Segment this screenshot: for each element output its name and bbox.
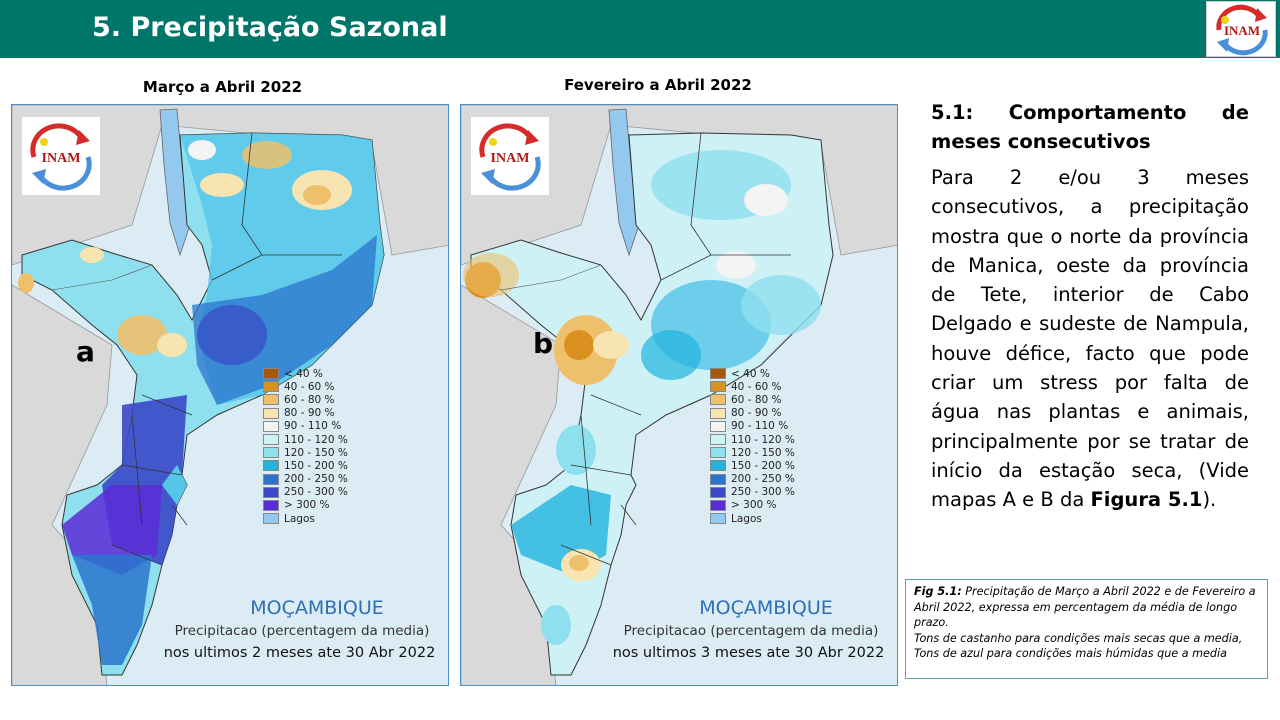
svg-text:INAM: INAM [1224, 23, 1260, 38]
legend-item: 150 - 200 % [710, 459, 795, 472]
legend-item: Lagos [710, 512, 795, 525]
legend-item: 110 - 120 % [710, 433, 795, 446]
legend-item: < 40 % [710, 367, 795, 380]
map-b-inam-logo: INAM [471, 117, 549, 195]
legend-item: 150 - 200 % [263, 459, 348, 472]
legend-item: 120 - 150 % [710, 446, 795, 459]
slide-title: 5. Precipitação Sazonal [92, 12, 448, 43]
figure-caption-text: Precipitação de Março a Abril 2022 e de … [914, 585, 1256, 629]
legend-item: 200 - 250 % [710, 473, 795, 486]
header-bar: 5. Precipitação Sazonal INAM [0, 0, 1280, 58]
mozambique-map-b [461, 105, 897, 685]
map-panel-a: INAM a < 40 % 40 - 60 % 60 - 80 % 80 - 9… [11, 104, 449, 686]
figure-reference: Figura 5.1 [1090, 488, 1203, 512]
legend-item: 80 - 90 % [263, 407, 348, 420]
mozambique-map-a [12, 105, 448, 685]
figure-caption-label: Fig 5.1: [914, 585, 962, 598]
map-a-caption-line2: nos ultimos 2 meses ate 30 Abr 2022 [163, 645, 436, 661]
map-a-inam-logo: INAM [22, 117, 100, 195]
section-body-end: ). [1202, 488, 1217, 512]
legend-item: 90 - 110 % [263, 420, 348, 433]
map-b-caption-line1: Precipitacao (percentagem da media) [623, 623, 879, 639]
legend-item: > 300 % [710, 499, 795, 512]
map-a-letter: a [76, 335, 95, 368]
legend-item: 250 - 300 % [263, 486, 348, 499]
legend-item: 120 - 150 % [263, 446, 348, 459]
map-a-country-label: MOÇAMBIQUE [250, 597, 384, 619]
map-a-legend: < 40 % 40 - 60 % 60 - 80 % 80 - 90 % 90 … [263, 367, 348, 525]
inam-logo: INAM [1206, 1, 1276, 57]
figure-caption-line2: Tons de castanho para condições mais sec… [914, 631, 1243, 645]
figure-caption-box: Fig 5.1: Precipitação de Março a Abril 2… [905, 579, 1268, 679]
map-b-caption-line2: nos ultimos 3 meses ate 30 Abr 2022 [612, 645, 885, 661]
map-a-caption-line1: Precipitacao (percentagem da media) [174, 623, 430, 639]
section-body: Para 2 e/ou 3 meses consecutivos, a prec… [931, 163, 1249, 515]
section-title: 5.1: Comportamento de meses consecutivos [931, 101, 1249, 153]
section-body-text: Para 2 e/ou 3 meses consecutivos, a prec… [931, 166, 1249, 512]
legend-item: 200 - 250 % [263, 473, 348, 486]
map-panel-b: INAM b < 40 % 40 - 60 % 60 - 80 % 80 - 9… [460, 104, 898, 686]
map-a-title: Março a Abril 2022 [142, 78, 303, 96]
legend-item: > 300 % [263, 499, 348, 512]
legend-item: 60 - 80 % [263, 393, 348, 406]
legend-item: < 40 % [263, 367, 348, 380]
figure-caption-line3: Tons de azul para condições mais húmidas… [914, 647, 1227, 660]
legend-item: 90 - 110 % [710, 420, 795, 433]
svg-text:INAM: INAM [491, 151, 530, 166]
map-b-country-label: MOÇAMBIQUE [699, 597, 833, 619]
map-b-letter: b [533, 327, 554, 360]
legend-item: 110 - 120 % [263, 433, 348, 446]
legend-item: 80 - 90 % [710, 407, 795, 420]
legend-item: 60 - 80 % [710, 393, 795, 406]
map-b-title: Fevereiro a Abril 2022 [564, 76, 752, 94]
map-b-legend: < 40 % 40 - 60 % 60 - 80 % 80 - 90 % 90 … [710, 367, 795, 525]
svg-text:INAM: INAM [42, 151, 81, 166]
legend-item: 250 - 300 % [710, 486, 795, 499]
legend-item: 40 - 60 % [710, 380, 795, 393]
legend-item: 40 - 60 % [263, 380, 348, 393]
legend-item: Lagos [263, 512, 348, 525]
